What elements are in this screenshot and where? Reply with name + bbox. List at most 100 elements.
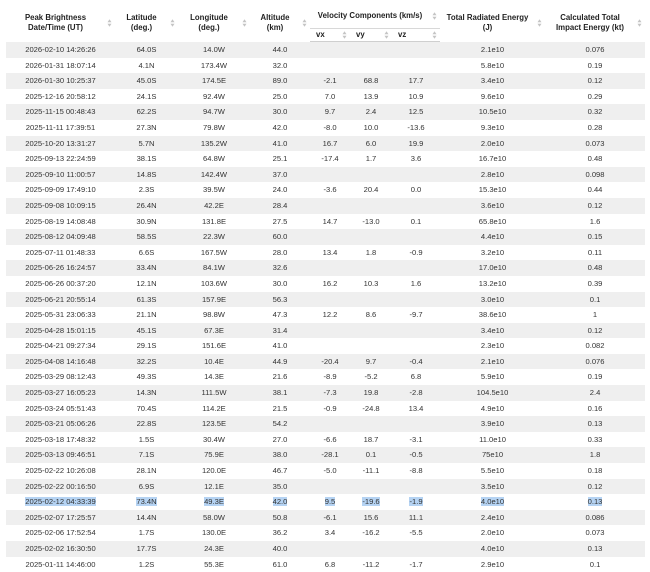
cell-value: 14.8S xyxy=(137,170,157,179)
sort-arrows-icon[interactable] xyxy=(637,18,642,27)
cell-value: 1.6 xyxy=(590,217,601,226)
cell-value: 28.4 xyxy=(273,201,288,210)
cell-impact-energy: 2.4 xyxy=(545,385,645,401)
cell-value: 39.5W xyxy=(203,185,225,194)
cell-date: 2025-09-13 22:24:59 xyxy=(6,151,115,167)
cell-latitude: 6.6S xyxy=(115,245,178,261)
cell-value: 11.0e10 xyxy=(479,435,506,444)
cell-value: 2.3S xyxy=(139,185,155,194)
cell-vz: 12.5 xyxy=(392,104,440,120)
cell-value: 9.6e10 xyxy=(481,92,504,101)
cell-vx: 13.4 xyxy=(310,245,350,261)
cell-date: 2025-02-07 17:25:57 xyxy=(6,510,115,526)
cell-vy xyxy=(350,260,392,276)
cell-value: 12.1N xyxy=(136,279,156,288)
cell-radiated-energy: 9.3e10 xyxy=(440,120,545,136)
column-header-longitude[interactable]: Longitude (deg.) xyxy=(178,4,250,42)
cell-value: 1.7 xyxy=(366,154,377,163)
column-header-vz[interactable]: vz xyxy=(392,29,440,42)
cell-value: 2.1e10 xyxy=(481,357,504,366)
cell-value: 1 xyxy=(593,310,597,319)
cell-value: 54.2 xyxy=(273,419,288,428)
sort-arrows-icon[interactable] xyxy=(242,18,247,27)
sort-arrows-icon[interactable] xyxy=(384,31,389,40)
cell-value: 2.4e10 xyxy=(481,513,504,522)
cell-vx: -5.0 xyxy=(310,463,350,479)
cell-value: 28.1N xyxy=(136,466,156,475)
cell-value: 16.2 xyxy=(323,279,338,288)
cell-value: 2026-01-31 18:07:14 xyxy=(25,61,96,70)
cell-value: -16.2 xyxy=(362,528,379,537)
cell-value: 35.0 xyxy=(273,482,288,491)
column-header-vx[interactable]: vx xyxy=(310,29,350,42)
cell-vz: 11.1 xyxy=(392,510,440,526)
cell-vy: -24.8 xyxy=(350,401,392,417)
sort-arrows-icon[interactable] xyxy=(537,18,542,27)
sort-arrows-icon[interactable] xyxy=(170,18,175,27)
column-header-date[interactable]: Peak Brightness Date/Time (UT) xyxy=(6,4,115,42)
cell-vy: -5.2 xyxy=(350,369,392,385)
cell-longitude: 39.5W xyxy=(178,182,250,198)
cell-altitude: 32.0 xyxy=(250,58,310,74)
column-header-altitude[interactable]: Altitude (km) xyxy=(250,4,310,42)
column-header-latitude[interactable]: Latitude (deg.) xyxy=(115,4,178,42)
cell-value: -11.1 xyxy=(363,466,380,475)
cell-value: 0.33 xyxy=(588,435,603,444)
sort-arrows-icon[interactable] xyxy=(342,31,347,40)
cell-value: 2025-09-08 10:09:15 xyxy=(25,201,96,210)
cell-vy: 19.8 xyxy=(350,385,392,401)
cell-vx: 16.7 xyxy=(310,136,350,152)
column-header-vy[interactable]: vy xyxy=(350,29,392,42)
column-header-impact-energy[interactable]: Calculated Total Impact Energy (kt) xyxy=(545,4,645,42)
sort-arrows-icon[interactable] xyxy=(432,12,437,21)
cell-value: 2025-10-20 13:31:27 xyxy=(25,139,96,148)
cell-value: 2025-02-12 04:33:39 xyxy=(25,497,96,506)
sort-arrows-icon[interactable] xyxy=(107,18,112,27)
cell-value: 56.3 xyxy=(273,295,288,304)
cell-value: 2.4 xyxy=(366,107,377,116)
cell-value: 2025-02-02 16:30:50 xyxy=(25,544,96,553)
sort-arrows-icon[interactable] xyxy=(302,18,307,27)
cell-value: -13.6 xyxy=(407,123,424,132)
column-header-velocity[interactable]: Velocity Components (km/s) xyxy=(310,4,440,29)
cell-impact-energy: 1.8 xyxy=(545,447,645,463)
sort-arrows-icon[interactable] xyxy=(432,31,437,40)
cell-date: 2025-11-15 00:48:43 xyxy=(6,104,115,120)
cell-vy: 0.1 xyxy=(350,447,392,463)
cell-value: 135.2W xyxy=(201,139,227,148)
column-header-radiated-energy[interactable]: Total Radiated Energy (J) xyxy=(440,4,545,42)
